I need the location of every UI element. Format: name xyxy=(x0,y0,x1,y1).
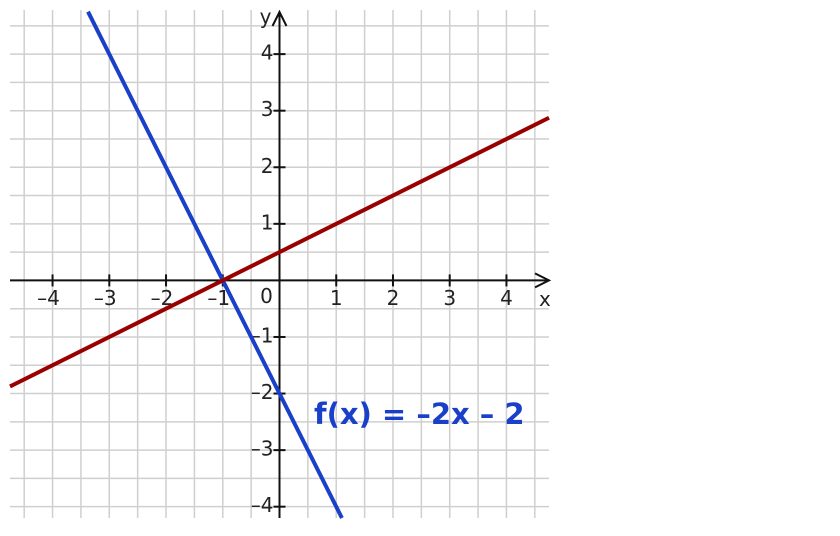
x-tick-label: 1 xyxy=(330,286,343,310)
x-tick-label: –3 xyxy=(94,286,117,310)
y-tick-label: –2 xyxy=(251,380,274,404)
function-label: f(x) = –2x – 2 xyxy=(314,397,525,431)
y-tick-label: 2 xyxy=(261,154,274,178)
y-tick-label: 3 xyxy=(261,97,274,121)
function-line xyxy=(9,115,550,389)
origin-label: 0 xyxy=(260,284,273,308)
x-tick-label: 4 xyxy=(500,286,513,310)
y-tick-label: –3 xyxy=(251,437,274,461)
x-axis-label: x xyxy=(539,287,551,311)
x-axis-arrow xyxy=(534,272,552,289)
y-tick-label: 1 xyxy=(261,210,274,234)
x-tick-label: 2 xyxy=(387,286,400,310)
y-axis-arrow xyxy=(271,9,288,27)
x-tick-label: –4 xyxy=(37,286,60,310)
y-axis-label: y xyxy=(260,5,272,29)
y-tick-label: –4 xyxy=(251,493,274,517)
function-line xyxy=(86,10,344,519)
x-tick-label: 3 xyxy=(443,286,456,310)
y-tick-label: –1 xyxy=(251,323,274,347)
x-tick-label: –1 xyxy=(207,286,230,310)
y-tick-label: 4 xyxy=(261,41,274,65)
x-tick-label: –2 xyxy=(151,286,174,310)
